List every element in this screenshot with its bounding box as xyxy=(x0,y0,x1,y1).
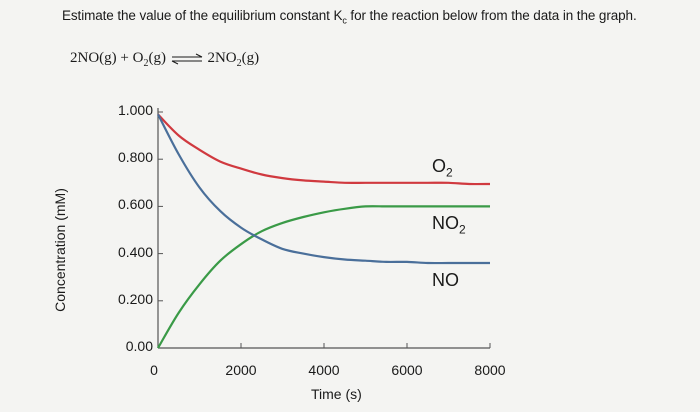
x-tick-label: 0 xyxy=(150,362,158,378)
y-axis-label: Concentration (mM) xyxy=(52,188,68,312)
series-label-no: NO xyxy=(432,270,459,290)
x-tick-label: 8000 xyxy=(474,362,506,378)
equilibrium-arrow-icon xyxy=(171,53,202,65)
y-tick-label: 0.800 xyxy=(117,149,153,166)
series-line-o2 xyxy=(157,113,491,186)
x-tick-label: 2000 xyxy=(225,362,257,378)
reactant-text: 2NO(g) + O xyxy=(70,50,144,66)
no2-subscript: 2 xyxy=(236,58,242,69)
reactant-phase: (g) xyxy=(148,50,166,66)
y-tick-label: 0.600 xyxy=(117,196,153,213)
series-label-o2: O2 xyxy=(432,156,453,180)
y-tick-label: 0.00 xyxy=(125,338,153,354)
x-axis-label: Time (s) xyxy=(311,386,362,402)
kc-subscript: c xyxy=(342,15,347,26)
question-suffix: for the reaction below from the data in … xyxy=(346,8,637,23)
x-tick-label: 6000 xyxy=(391,362,423,378)
y-tick-label: 0.400 xyxy=(117,243,153,260)
question-prefix: Estimate the value of the equilibrium co… xyxy=(62,8,343,23)
series-line-no2 xyxy=(157,205,490,349)
product-text: 2NO xyxy=(207,50,237,66)
series-line-no xyxy=(157,113,490,265)
o2-subscript: 2 xyxy=(143,58,149,69)
product-phase: (g) xyxy=(241,50,260,66)
y-tick-label: 1.000 xyxy=(117,102,153,118)
question-text: Estimate the value of the equilibrium co… xyxy=(62,8,637,26)
y-tick-label: 0.200 xyxy=(117,290,153,307)
x-tick-label: 4000 xyxy=(308,362,340,378)
reaction-equation: 2NO(g) + O2(g) 2NO2(g) xyxy=(70,50,259,69)
series-label-no2: NO2 xyxy=(432,213,466,237)
